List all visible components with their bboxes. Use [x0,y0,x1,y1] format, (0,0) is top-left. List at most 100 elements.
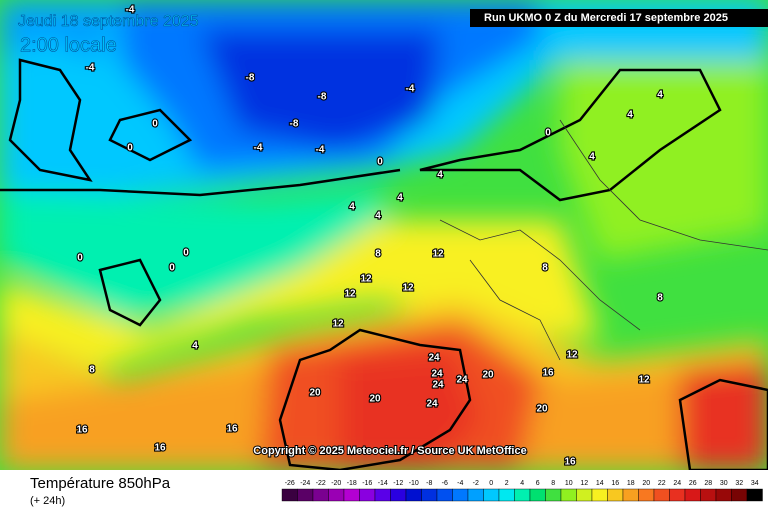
contour-label: 24 [428,353,440,364]
contour-label: 12 [432,249,444,260]
scale-label: -12 [393,480,403,487]
scale-swatch [436,488,453,502]
contour-label: 24 [432,380,444,391]
contour-label: -4 [316,145,325,156]
scale-label: 4 [520,480,524,487]
scale-label: -10 [409,480,419,487]
scale-swatch [529,488,546,502]
contour-label: 16 [542,368,554,379]
contour-label: 4 [192,341,198,352]
contour-label: 4 [437,170,443,181]
contour-label: 20 [309,388,321,399]
scale-label: 10 [565,480,573,487]
contour-label: 0 [152,119,158,130]
scale-label: -22 [316,480,326,487]
contour-label: 4 [397,193,403,204]
contour-label: 0 [545,128,551,139]
scale-label: 14 [596,480,604,487]
scale-label: -24 [300,480,310,487]
scale-swatch [746,488,763,502]
footer-lead: (+ 24h) [30,495,65,507]
contour-label: 4 [627,110,633,121]
contour-label: 16 [226,424,238,435]
contour-label: -4 [86,63,95,74]
time: 2:00 locale [20,34,117,56]
scale-swatch [560,488,577,502]
scale-swatch [390,488,407,502]
contour-label: -8 [318,92,327,103]
contour-label: -8 [290,119,299,130]
scale-label: 34 [751,480,759,487]
scale-swatch [452,488,469,502]
scale-label: -4 [457,480,463,487]
contour-label: 4 [589,152,595,163]
contour-label: -8 [246,73,255,84]
contour-label: 4 [375,211,381,222]
color-scale: -26 -24 -22 -20 -18 -16 -14 -12 -10 -8 -6 -4 -2 0 2 4 6 8… [281,480,763,502]
contour-label: 4 [349,202,355,213]
contour-label: 16 [564,457,576,468]
contour-label: 8 [657,293,663,304]
scale-swatch [622,488,639,502]
contour-label: 12 [360,274,372,285]
scale-swatch [669,488,686,502]
scale-label: 0 [489,480,493,487]
scale-swatch [576,488,593,502]
scale-swatch [498,488,515,502]
scale-swatch [312,488,329,502]
contour-label: 20 [482,370,494,381]
contour-label: 0 [169,263,175,274]
contour-label: 0 [183,248,189,259]
date: Jeudi 18 septembre 2025 [18,13,199,30]
contour-label: 8 [542,263,548,274]
contour-label: 24 [456,375,468,386]
scale-swatch [731,488,748,502]
scale-label: -26 [285,480,295,487]
copyright: Copyright © 2025 Meteociel.fr / Source U… [253,445,526,457]
scale-label: 2 [505,480,509,487]
contour-label: 24 [426,399,438,410]
scale-label: 6 [536,480,540,487]
scale-label: -20 [331,480,341,487]
scale-swatch [483,488,500,502]
scale-label: 12 [580,480,588,487]
scale-swatch [715,488,732,502]
scale-label: -14 [378,480,388,487]
temperature-map: -4-4-8-8-8-4 -4-4000044444444888812121212… [0,0,768,472]
scale-swatch [328,488,345,502]
contour-label: 16 [76,425,88,436]
scale-swatch [514,488,531,502]
scale-swatch [405,488,422,502]
contour-label: -4 [126,5,135,16]
contour-label: 12 [566,350,578,361]
scale-swatch [607,488,624,502]
scale-label: 30 [720,480,728,487]
contour-label: 20 [536,404,548,415]
scale-swatch [421,488,438,502]
scale-swatch [684,488,701,502]
contour-label: 4 [657,90,663,101]
scale-swatch [545,488,562,502]
scale-label: 22 [658,480,666,487]
contour-label: -4 [254,143,263,154]
scale-swatch [281,488,298,502]
contour-label: 0 [127,143,133,154]
scale-label: 20 [642,480,650,487]
scale-swatch [638,488,655,502]
contour-label: 12 [638,375,650,386]
contour-label: 24 [431,369,443,380]
scale-label: -8 [426,480,432,487]
scale-swatch [467,488,484,502]
run-banner [470,9,768,27]
scale-label: 32 [735,480,743,487]
borders [439,119,768,361]
scale-swatch [591,488,608,502]
scale-swatch [359,488,376,502]
scale-swatch [653,488,670,502]
scale-label: 26 [689,480,697,487]
scale-swatch [700,488,717,502]
scale-label: 8 [551,480,555,487]
contour-label: 8 [89,365,95,376]
contour-label: 16 [154,443,166,454]
